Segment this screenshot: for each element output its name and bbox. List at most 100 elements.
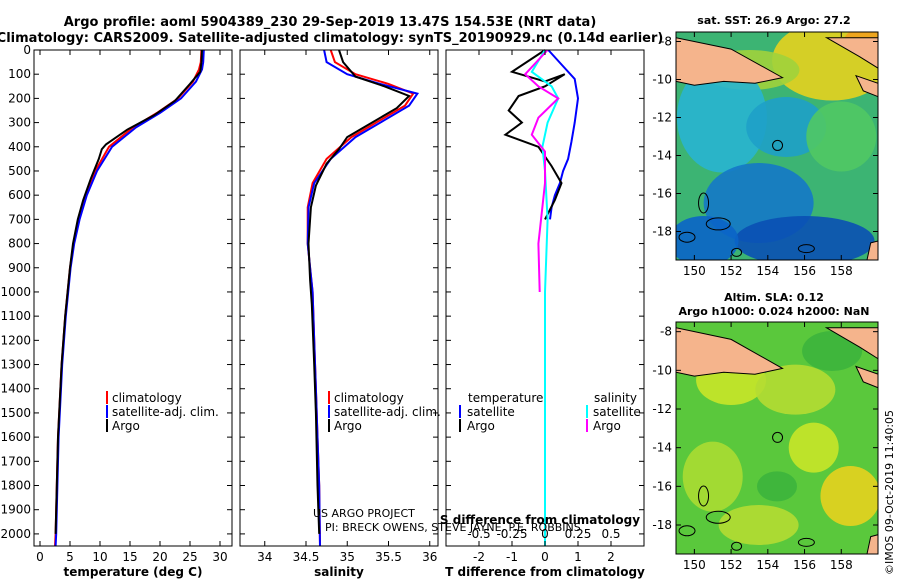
temperature-ytick-label-17: 1700 (0, 454, 31, 468)
sla_map-reef-1 (705, 510, 731, 524)
sst_map-ytick-label-5: -18 (652, 225, 672, 239)
temperature-ytick-label-13: 1300 (0, 358, 31, 372)
difference-legend: temperature salinity satellite Argo sate… (459, 391, 641, 433)
temperature-xtick-label-0: 0 (36, 550, 44, 564)
sla_map-xtick-label-1: 152 (720, 558, 743, 572)
temperature-ytick-label-6: 600 (8, 188, 31, 202)
difference-legend-s-sat: satellite (593, 405, 641, 419)
sla-map-panel: Altim. SLA: 0.12 Argo h1000: 0.024 h2000… (652, 291, 879, 572)
temperature-legend-sat: satellite-adj. clim. (112, 405, 219, 419)
temperature-ytick-label-0: 0 (23, 43, 31, 57)
salinity-axes: 34 34.5 35 35.5 36 (240, 49, 438, 564)
temperature-ytick-label-4: 400 (8, 140, 31, 154)
sla_map-field-6 (802, 331, 863, 371)
temperature-xtick-label-1: 5 (66, 550, 74, 564)
temperature-plot-frame (33, 49, 233, 547)
sst_map-xtick-label-1: 152 (720, 264, 743, 278)
salinity-xtick-label-0: 34 (257, 550, 272, 564)
salinity-legend: climatology satellite-adj. clim. Argo (328, 391, 441, 433)
difference-xtick-label-3: 1 (574, 550, 582, 564)
salinity-panel: 34 34.5 35 35.5 36 salinity climatology sate… (239, 49, 441, 579)
sst_map-ytick-label-0: -8 (660, 35, 672, 49)
difference-series-2 (530, 49, 560, 546)
sst_map-field-4 (746, 97, 827, 157)
sla_map-ytick-label-4: -16 (652, 479, 672, 493)
sst_map-land-0 (676, 37, 784, 86)
difference-axes: -2 -1 0 1 2 -0.5 -0.25 0 0.25 0.5 (446, 49, 644, 564)
temperature-legend: climatology satellite-adj. clim. Argo (106, 391, 219, 433)
difference-legend-t-argo: Argo (467, 419, 495, 433)
temperature-xtick-label-2: 10 (92, 550, 107, 564)
difference-xtick-label-4: 2 (607, 550, 615, 564)
sla-map-subtitle: Argo h1000: 0.024 h2000: NaN (678, 305, 869, 318)
sla_map-ytick-label-0: -8 (660, 325, 672, 339)
difference-xtick-label-1: -1 (506, 550, 518, 564)
watermark: ©IMOS 09-Oct-2019 11:40:05 (883, 410, 896, 575)
temperature-ytick-label-14: 1400 (0, 382, 31, 396)
sst-map-panel: sat. SST: 26.9 Argo: 27.2 150 152 154 156 15… (652, 14, 879, 278)
sst_map-land-1 (824, 37, 878, 69)
salinity-plot-frame (239, 49, 439, 547)
sst_map-reef-3 (797, 244, 815, 254)
sst_map-ytick-label-1: -10 (652, 73, 672, 87)
credits-pi: PI: BRECK OWENS, STEVE JAYNE, P.E. ROBBI… (325, 521, 581, 534)
sst_map-reef-1 (705, 217, 731, 231)
credits-project: US ARGO PROJECT (313, 507, 415, 520)
difference-legend-title-temperature: temperature (468, 391, 543, 405)
temperature-legend-clim: climatology (112, 391, 182, 405)
sla_map-land-1 (824, 327, 878, 360)
temperature-ytick-label-9: 900 (8, 261, 31, 275)
difference-series-3 (523, 49, 560, 293)
sst_map-argo-marker (772, 139, 784, 151)
difference-legend-s-argo: Argo (593, 419, 621, 433)
sst_map-ytick-label-2: -12 (652, 111, 672, 125)
salinity-legend-clim: climatology (334, 391, 404, 405)
salinity-xtick-label-3: 35.5 (375, 550, 402, 564)
sst_map-reef-0 (698, 192, 710, 214)
temperature-ytick-label-11: 1100 (0, 309, 31, 323)
sst_map-xtick-label-2: 154 (756, 264, 779, 278)
temperature-panel: 0 5 10 15 20 25 300100200300400500600700800900… (0, 43, 233, 579)
difference-xlabel: T difference from climatology (445, 565, 645, 579)
sst_map-xtick-label-4: 158 (830, 264, 853, 278)
salinity-series-1 (306, 49, 420, 547)
sla_map-ytick-label-1: -10 (652, 363, 672, 377)
temperature-xtick-label-6: 30 (212, 550, 227, 564)
sla_map-xtick-label-4: 158 (830, 558, 853, 572)
difference-legend-t-sat: satellite (467, 405, 515, 419)
salinity-legend-sat: satellite-adj. clim. (334, 405, 441, 419)
sla_map-frame (675, 321, 879, 555)
sst_map-body (676, 32, 878, 260)
temperature-ytick-label-15: 1500 (0, 406, 31, 420)
temperature-xtick-label-5: 25 (182, 550, 197, 564)
difference-xtick-label-2: 0 (541, 550, 549, 564)
sst_map-reef-4 (731, 247, 743, 257)
difference-series-0 (547, 49, 580, 220)
sst-map-title: sat. SST: 26.9 Argo: 27.2 (697, 14, 850, 27)
temperature-series-0 (54, 49, 203, 547)
salinity-xtick-label-4: 36 (422, 550, 437, 564)
salinity-profile-lines (306, 49, 420, 547)
sla_map-reef-2 (678, 525, 696, 537)
sla_map-ytick-label-3: -14 (652, 441, 672, 455)
temperature-ytick-label-8: 800 (8, 237, 31, 251)
sst_map-land-3 (866, 240, 878, 260)
temperature-legend-argo: Argo (112, 419, 140, 433)
sst-map: 150 152 154 156 158 -8 -10 -12 -14 -16 -18 (652, 31, 879, 278)
temperature-ytick-label-20: 2000 (0, 527, 31, 541)
difference-legend-title-salinity: salinity (594, 391, 637, 405)
sla_map-ytick-label-5: -18 (652, 518, 672, 532)
sst_map-xtick-label-0: 150 (683, 264, 706, 278)
sla_map-field-7 (757, 471, 797, 502)
temperature-ytick-label-10: 1000 (0, 285, 31, 299)
sst_map-land-2 (855, 74, 878, 98)
temperature-ytick-label-12: 1200 (0, 333, 31, 347)
salinity-series-0 (306, 49, 415, 547)
temperature-xlabel: temperature (deg C) (64, 565, 203, 579)
sla_map-reef-0 (698, 485, 710, 507)
difference-top-xtick-label-1: -0.25 (496, 527, 527, 541)
salinity-xtick-label-2: 35 (340, 550, 355, 564)
temperature-ytick-label-3: 300 (8, 116, 31, 130)
temperature-ytick-label-16: 1600 (0, 430, 31, 444)
temperature-profile-lines (54, 49, 205, 547)
